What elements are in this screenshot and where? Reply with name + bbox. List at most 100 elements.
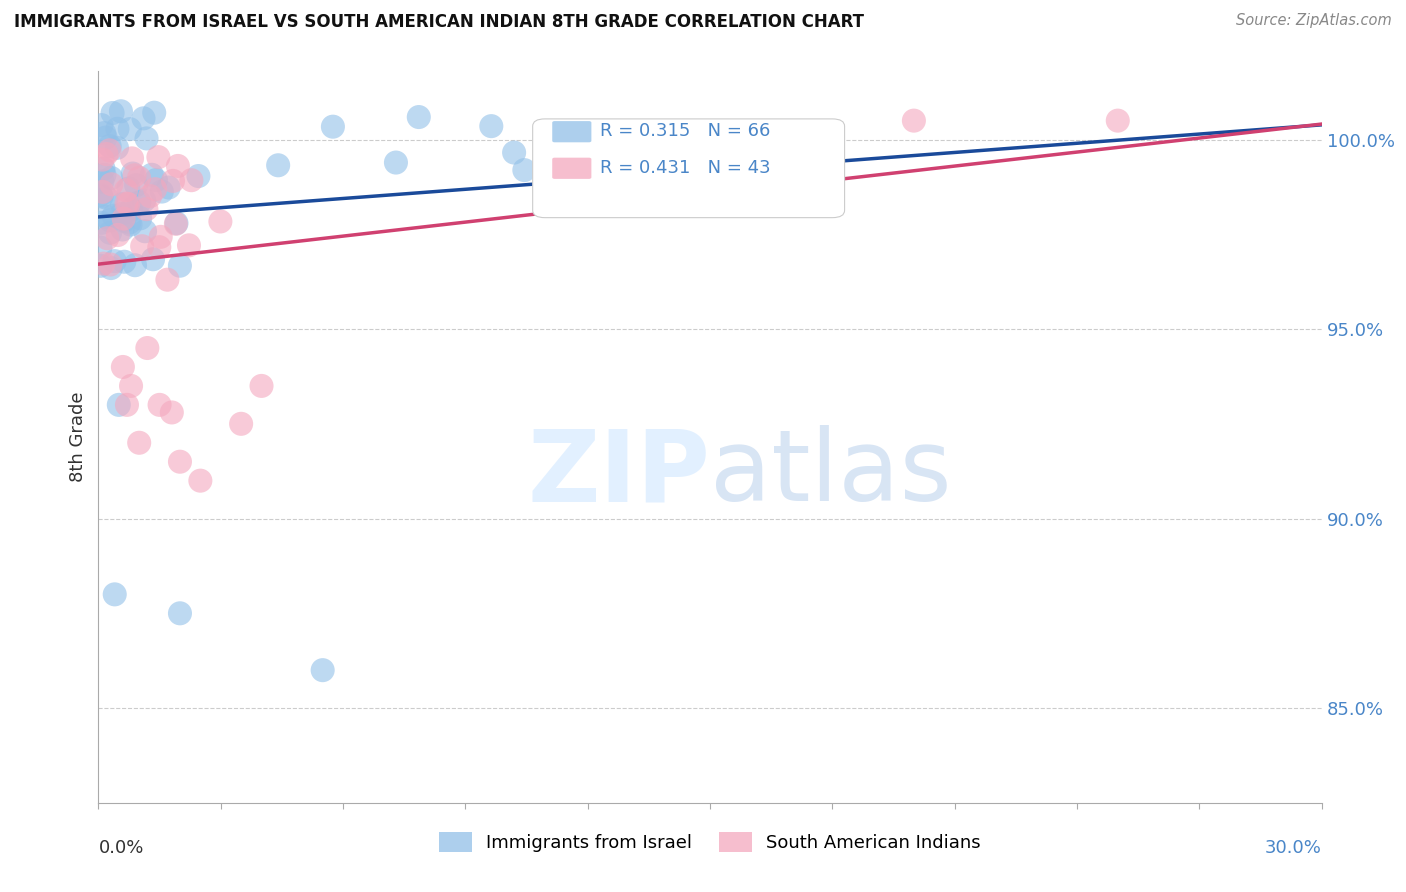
Point	[112, 254, 135, 268]
Point	[100, 178, 122, 192]
Point	[124, 258, 146, 272]
Text: R = 0.315   N = 66: R = 0.315 N = 66	[600, 122, 770, 140]
Point	[91, 185, 114, 199]
Point	[93, 126, 115, 140]
Point	[93, 168, 115, 182]
Point	[143, 105, 166, 120]
Text: atlas: atlas	[710, 425, 952, 522]
Point	[479, 119, 502, 133]
Point	[165, 217, 187, 231]
Point	[96, 191, 118, 205]
Point	[98, 213, 121, 227]
Point	[104, 587, 127, 601]
Point	[103, 209, 125, 223]
Point	[118, 215, 141, 229]
Point	[96, 147, 118, 161]
Point	[104, 254, 127, 268]
Point	[89, 241, 111, 255]
Point	[209, 214, 232, 228]
Point	[107, 121, 129, 136]
Point	[98, 226, 121, 240]
Point	[135, 202, 157, 216]
Point	[89, 259, 111, 273]
Point	[107, 227, 129, 242]
Point	[93, 257, 115, 271]
Point	[322, 120, 344, 134]
Point	[135, 131, 157, 145]
Point	[156, 273, 179, 287]
Legend: Immigrants from Israel, South American Indians: Immigrants from Israel, South American I…	[432, 824, 988, 860]
Point	[101, 106, 124, 120]
Point	[129, 211, 152, 226]
Point	[169, 607, 191, 621]
Point	[385, 155, 408, 169]
Text: 0.0%: 0.0%	[98, 839, 143, 857]
Point	[134, 224, 156, 238]
Point	[117, 197, 139, 211]
Point	[118, 122, 141, 136]
Point	[89, 187, 111, 202]
Point	[131, 239, 153, 253]
Point	[94, 130, 117, 145]
Point	[96, 231, 118, 245]
Point	[148, 240, 170, 254]
Point	[187, 169, 209, 183]
Point	[132, 112, 155, 126]
Point	[90, 216, 112, 230]
Point	[143, 182, 166, 196]
Point	[250, 379, 273, 393]
Point	[124, 169, 146, 183]
Point	[572, 147, 595, 161]
Point	[136, 341, 159, 355]
Point	[111, 359, 134, 374]
Point	[112, 214, 135, 228]
Point	[177, 238, 200, 252]
Point	[312, 663, 335, 677]
Text: R = 0.431   N = 43: R = 0.431 N = 43	[600, 159, 770, 177]
Point	[128, 195, 150, 210]
Point	[169, 455, 191, 469]
FancyBboxPatch shape	[553, 121, 592, 143]
Point	[553, 163, 575, 178]
Point	[903, 113, 925, 128]
Point	[120, 218, 142, 232]
Point	[115, 196, 138, 211]
Point	[115, 183, 138, 197]
Point	[94, 210, 117, 224]
Point	[166, 216, 188, 230]
Point	[149, 398, 172, 412]
Point	[141, 168, 163, 182]
Point	[121, 167, 143, 181]
Point	[188, 474, 212, 488]
Point	[111, 197, 134, 211]
Point	[180, 173, 202, 187]
Point	[128, 435, 150, 450]
Point	[117, 181, 139, 195]
Point	[169, 259, 191, 273]
FancyBboxPatch shape	[533, 119, 845, 218]
Point	[111, 207, 134, 221]
Point	[600, 167, 623, 181]
Point	[128, 170, 150, 185]
Point	[125, 178, 148, 193]
Point	[98, 139, 121, 153]
Point	[1107, 113, 1129, 128]
Y-axis label: 8th Grade: 8th Grade	[69, 392, 87, 483]
Point	[98, 144, 121, 158]
Point	[100, 258, 122, 272]
Point	[93, 161, 115, 176]
Point	[145, 173, 167, 187]
Point	[139, 189, 162, 203]
Point	[90, 118, 112, 132]
Point	[105, 141, 128, 155]
Point	[108, 398, 131, 412]
Point	[408, 110, 430, 124]
Point	[112, 211, 135, 226]
Text: ZIP: ZIP	[527, 425, 710, 522]
Point	[91, 174, 114, 188]
Point	[90, 189, 112, 203]
Point	[513, 163, 536, 178]
Point	[157, 180, 180, 194]
Point	[111, 222, 134, 236]
Point	[115, 398, 138, 412]
